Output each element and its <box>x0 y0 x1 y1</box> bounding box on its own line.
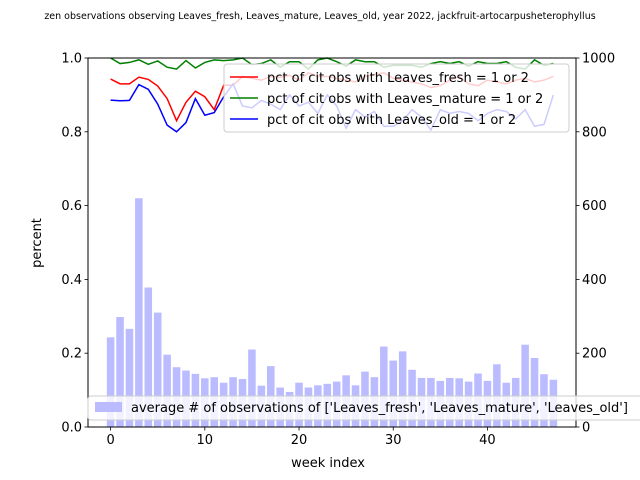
legend-bar-label: average # of observations of ['Leaves_fr… <box>131 401 628 416</box>
bars-layer <box>106 198 558 428</box>
bar <box>106 337 115 427</box>
legend-lines: pct of cit obs with Leaves_fresh = 1 or … <box>223 63 570 133</box>
bar <box>125 328 134 427</box>
axes-layer: 0 10 20 30 40 0.0 0.2 0.4 0.6 0.8 1.0 0 200 400 600 800… <box>61 52 615 449</box>
y-right-tick-label: 800 <box>582 125 607 140</box>
y-left-tick-label: 0.6 <box>61 199 82 214</box>
bar <box>521 344 529 427</box>
bar <box>153 312 162 427</box>
bar <box>398 351 407 427</box>
y-left-tick-label: 0.4 <box>61 273 82 288</box>
legend-box <box>87 395 640 421</box>
bar <box>116 317 124 427</box>
y-right-tick-label: 400 <box>582 273 607 288</box>
y-right-tick-label: 200 <box>582 347 607 362</box>
legend-line-label: pct of cit obs with Leaves_mature = 1 or… <box>267 92 543 107</box>
bar <box>144 287 153 427</box>
x-tick-label: 30 <box>385 433 402 448</box>
series-line <box>110 57 554 71</box>
x-axis-label: week index <box>291 456 365 471</box>
y-right-tick-label: 0 <box>582 421 590 436</box>
y-left-tick-label: 0.2 <box>61 347 82 362</box>
bar <box>389 360 398 427</box>
y-axis-label-left: percent <box>30 218 45 268</box>
plot-frame <box>87 57 577 428</box>
bar <box>380 346 388 427</box>
x-tick-label: 10 <box>197 433 214 448</box>
legend-bar-swatch <box>95 402 122 412</box>
bar <box>530 358 539 427</box>
y-right-tick-label: 600 <box>582 199 607 214</box>
chart-title: zen observations observing Leaves_fresh,… <box>44 11 595 22</box>
legend-box <box>223 63 570 133</box>
bar <box>163 354 171 427</box>
legend-line-label: pct of cit obs with Leaves_old = 1 or 2 <box>267 113 516 128</box>
y-left-tick-label: 0.0 <box>61 421 82 436</box>
bar <box>248 349 256 427</box>
legend-bars: average # of observations of ['Leaves_fr… <box>87 395 640 421</box>
y-left-tick-label: 1.0 <box>61 52 82 67</box>
y-right-tick-label: 1000 <box>582 52 615 67</box>
bar <box>135 198 143 427</box>
x-tick-label: 40 <box>479 433 496 448</box>
x-tick-label: 20 <box>291 433 308 448</box>
y-left-tick-label: 0.8 <box>61 125 82 140</box>
x-tick-label: 0 <box>106 433 114 448</box>
legend-line-label: pct of cit obs with Leaves_fresh = 1 or … <box>267 71 529 86</box>
